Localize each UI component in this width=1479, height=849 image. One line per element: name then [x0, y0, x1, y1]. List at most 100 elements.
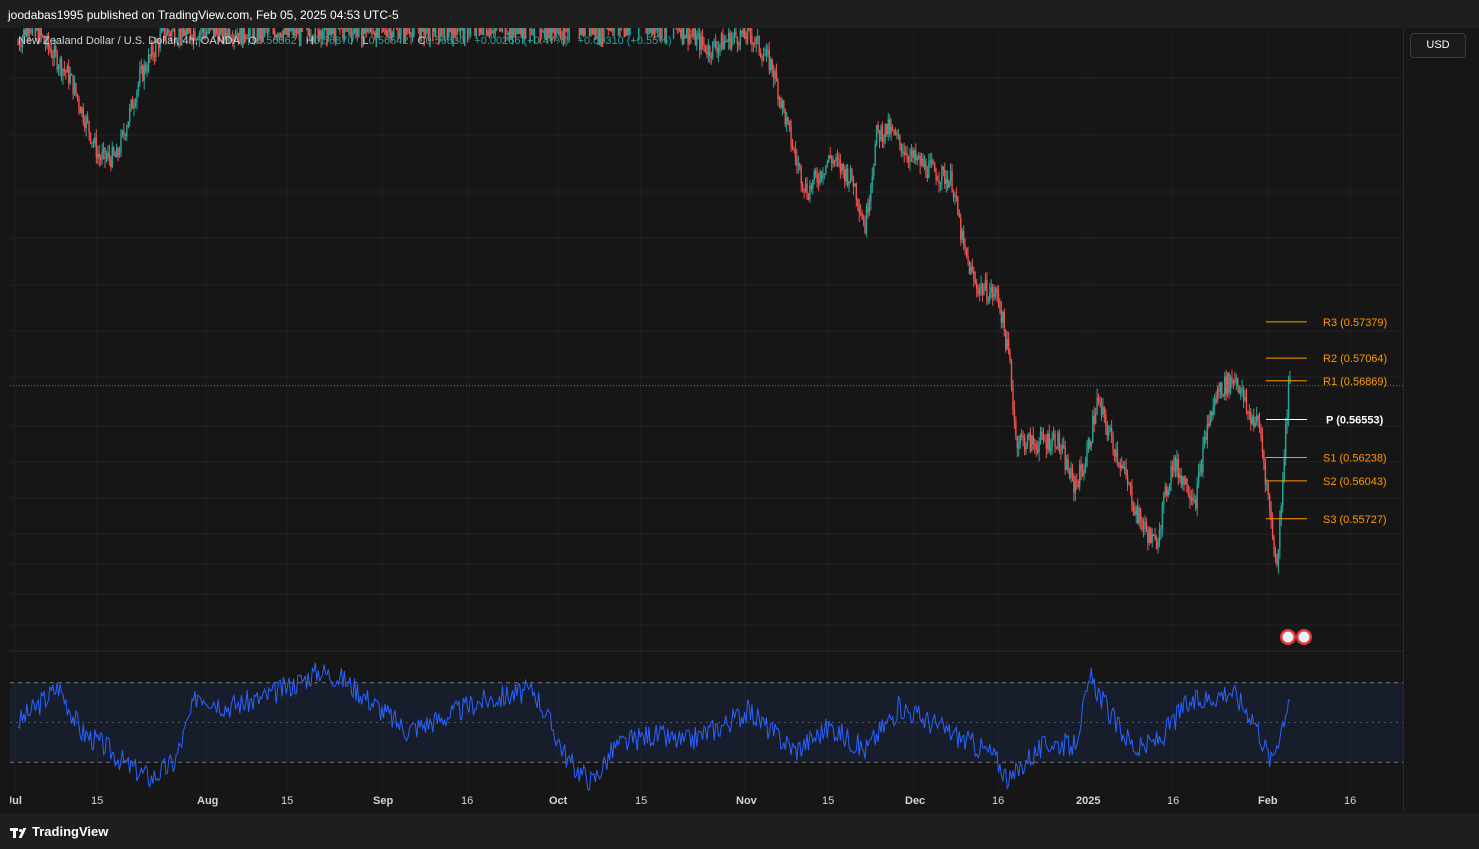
candle-body [1251, 416, 1253, 424]
candle [984, 273, 987, 292]
candle [733, 28, 736, 44]
candle [938, 171, 940, 193]
candle-body [243, 28, 245, 44]
candle [1054, 430, 1056, 453]
candle-body [751, 35, 753, 45]
candle [171, 28, 173, 42]
candle [875, 124, 878, 147]
candle [285, 28, 288, 35]
currency-button[interactable]: USD [1410, 33, 1466, 58]
candle-body [262, 28, 264, 42]
candle [102, 141, 105, 160]
candle-body [1121, 465, 1123, 468]
candle-body [1151, 534, 1153, 544]
candle [291, 28, 293, 35]
candle [243, 28, 245, 44]
candle-body [308, 29, 311, 38]
candle-body [150, 45, 153, 57]
candle-body [1238, 386, 1240, 394]
candle-body [1187, 492, 1190, 495]
candle [903, 142, 905, 163]
candle [115, 143, 118, 158]
candle-body [986, 280, 988, 301]
candle-body [382, 28, 385, 29]
candle-body [1229, 376, 1232, 393]
candle-body [993, 293, 995, 298]
candle [469, 28, 472, 38]
candle-body [455, 28, 457, 36]
candle [727, 28, 730, 50]
candle-body [580, 28, 582, 36]
candle [1100, 397, 1103, 422]
symbol-title[interactable]: New Zealand Dollar / U.S. Dollar, 4h, OA… [18, 35, 240, 47]
time-axis: Jul15Aug15Sep16Oct15Nov15Dec16202516Feb1… [10, 795, 1356, 807]
candle-body [514, 28, 517, 34]
candle [646, 28, 649, 39]
candle [516, 28, 518, 36]
candle-body [796, 157, 798, 166]
candle-body [846, 168, 849, 186]
candle-body [404, 28, 406, 43]
candle [514, 28, 517, 40]
candle-body [617, 28, 620, 36]
candle-body [625, 28, 627, 36]
candle-body [282, 29, 285, 39]
candle-body [227, 29, 230, 38]
candle-body [1076, 481, 1078, 483]
candle-body [849, 168, 852, 182]
candle [968, 260, 971, 275]
time-tick-label: 16 [461, 795, 473, 807]
candle-body [278, 33, 280, 37]
chart-pane[interactable]: R3 (0.57379) R2 (0.57064) R1 (0.56869) P (0… [10, 28, 1404, 812]
candle [265, 28, 267, 34]
candle [694, 28, 697, 46]
candle [955, 187, 958, 202]
candle-body [597, 28, 599, 46]
candle [1031, 434, 1033, 453]
candle [89, 132, 92, 145]
candle [593, 28, 595, 35]
candle [684, 34, 686, 39]
candle-body [1063, 445, 1065, 448]
candle [976, 278, 978, 298]
candle [904, 145, 907, 156]
candle [801, 181, 804, 193]
chart-canvas[interactable]: R3 (0.57379)R2 (0.57064)R1 (0.56869)P (0… [10, 28, 1403, 812]
candle-body [652, 28, 654, 35]
candle [1150, 527, 1152, 544]
candle-body [1216, 388, 1219, 403]
candle [1063, 436, 1065, 449]
candle [259, 28, 261, 44]
candle [220, 28, 222, 36]
tradingview-logo[interactable]: TradingView [10, 824, 108, 839]
candle [388, 28, 391, 40]
candle-body [184, 30, 186, 36]
candle [1065, 454, 1068, 471]
candle [327, 28, 330, 42]
candle [919, 152, 921, 175]
candle-body [494, 28, 496, 35]
candle-body [1100, 402, 1103, 415]
candle-body [1174, 457, 1177, 471]
candle [1218, 382, 1220, 399]
candle-body [332, 28, 334, 34]
candle [613, 28, 615, 36]
candle-body [181, 28, 183, 46]
candle-body [339, 28, 341, 32]
candle [420, 28, 422, 43]
candle-body [159, 32, 161, 49]
candle [318, 28, 321, 43]
candle [949, 163, 952, 187]
candle [30, 28, 32, 35]
candle [564, 28, 566, 45]
candle [98, 145, 100, 167]
candle [424, 28, 427, 39]
candle [607, 28, 610, 36]
candle [786, 111, 788, 132]
candle [719, 43, 721, 57]
candle-body [620, 28, 623, 31]
candle-body [223, 28, 225, 42]
candle [764, 46, 766, 57]
candle [851, 167, 853, 182]
candle [462, 28, 464, 43]
